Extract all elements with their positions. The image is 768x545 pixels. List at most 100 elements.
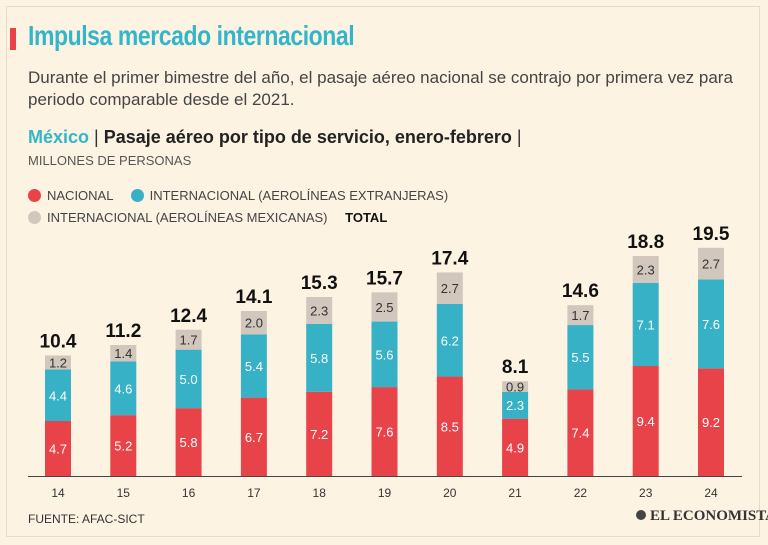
bar-segment (567, 389, 594, 476)
bar-segment (698, 247, 724, 280)
segment-value-label: 5.2 (114, 439, 132, 454)
x-tick-label: 21 (508, 486, 522, 500)
bar-segment (306, 323, 333, 392)
bar-segment (502, 418, 529, 476)
segment-value-label: 9.2 (702, 415, 720, 430)
legend-label-nacional: NACIONAL (47, 188, 113, 203)
bar-segment (45, 369, 71, 422)
segment-value-label: 5.4 (245, 359, 263, 374)
bar-segment (567, 325, 594, 390)
segment-value-label: 1.2 (49, 356, 67, 371)
total-value-label: 15.3 (301, 273, 338, 294)
segment-value-label: 0.9 (506, 379, 524, 394)
bar-segment (306, 296, 333, 324)
segment-value-label: 4.9 (506, 440, 524, 455)
total-value-label: 18.8 (627, 232, 664, 253)
bar-segment (175, 329, 202, 350)
segment-value-label: 7.4 (571, 426, 589, 441)
legend-item-nacional: NACIONAL (28, 188, 117, 203)
bar-segment (502, 381, 529, 392)
segment-value-label: 2.3 (506, 398, 524, 413)
x-tick-label: 16 (182, 486, 196, 500)
bar-segment (240, 397, 267, 476)
segment-value-label: 1.7 (180, 333, 198, 348)
x-tick-label: 15 (117, 486, 131, 500)
brand-icon (636, 510, 646, 520)
page-title: Impulsa mercado internacional (28, 20, 355, 51)
total-value-label: 8.1 (502, 357, 529, 378)
segment-value-label: 1.4 (114, 346, 132, 361)
bar-segment (240, 311, 267, 335)
segment-value-label: 2.7 (702, 257, 720, 272)
total-value-label: 14.1 (235, 287, 272, 308)
segment-value-label: 9.4 (637, 414, 655, 429)
segment-value-label: 2.3 (310, 303, 328, 318)
total-value-label: 11.2 (105, 321, 141, 342)
x-tick-label: 24 (704, 486, 718, 500)
chart-country: México (28, 127, 90, 147)
bar-segment (110, 361, 137, 416)
x-tick-label: 20 (443, 486, 457, 500)
total-value-label: 19.5 (693, 224, 730, 245)
x-tick-label: 19 (378, 486, 392, 500)
heading-trailing-separator: | (516, 127, 522, 147)
segment-value-label: 5.8 (310, 351, 328, 366)
bar-segment (632, 366, 659, 476)
total-value-label: 14.6 (562, 281, 599, 302)
source-note: FUENTE: AFAC-SICT (28, 512, 145, 526)
chart-title: Pasaje aéreo por tipo de servicio, enero… (103, 127, 512, 147)
segment-value-label: 4.7 (49, 442, 67, 457)
brand-logo: EL ECONOMISTA (636, 508, 768, 525)
bar-segment (371, 387, 398, 476)
segment-value-label: 7.6 (702, 317, 720, 332)
segment-value-label: 4.6 (114, 381, 132, 396)
segment-value-label: 6.7 (245, 430, 263, 445)
segment-value-label: 5.0 (180, 372, 198, 387)
title-accent-bar (10, 28, 16, 50)
x-tick-label: 22 (574, 486, 588, 500)
bar-segment (436, 376, 463, 476)
chart-heading: México | Pasaje aéreo por tipo de servic… (28, 127, 522, 148)
bar-segment (371, 321, 398, 388)
bar-segment (632, 256, 659, 283)
legend-swatch-nacional (28, 189, 41, 202)
bar-segment (175, 408, 202, 476)
segment-value-label: 8.5 (441, 419, 459, 434)
infographic-frame (6, 6, 760, 537)
segment-value-label: 7.6 (375, 425, 393, 440)
bar-segment (436, 272, 463, 305)
segment-value-label: 5.8 (180, 435, 198, 450)
x-tick-label: 18 (313, 486, 327, 500)
total-value-label: 10.4 (40, 331, 77, 352)
bar-segment (371, 292, 398, 322)
legend-item-intl-extranjeras: INTERNACIONAL (AEROLÍNEAS EXTRANJERAS) (130, 188, 449, 203)
segment-value-label: 1.7 (571, 308, 589, 323)
segment-value-label: 6.2 (441, 333, 459, 348)
segment-value-label: 2.5 (375, 300, 393, 315)
segment-value-label: 5.5 (571, 350, 589, 365)
bar-segment (45, 355, 71, 370)
bar-segment (110, 344, 137, 362)
bar-segment (436, 304, 463, 377)
legend-item-intl-mexicanas: INTERNACIONAL (AEROLÍNEAS MEXICANAS) (28, 210, 331, 225)
legend-label-total: TOTAL (345, 210, 388, 225)
bar-segment (698, 368, 724, 476)
legend-swatch-intl-mexicanas (28, 211, 41, 224)
segment-value-label: 2.0 (245, 316, 263, 331)
bar-segment (175, 349, 202, 409)
legend-swatch-intl-extranjeras (130, 189, 144, 202)
total-value-label: 12.4 (170, 306, 207, 327)
bar-segment (698, 279, 724, 369)
brand-name: EL ECONOMISTA (650, 508, 768, 524)
bar-segment (110, 415, 137, 476)
segment-value-label: 5.6 (375, 347, 393, 362)
bar-segment (502, 391, 529, 419)
segment-value-label: 7.1 (637, 317, 655, 332)
legend-label-intl-extranjeras: INTERNACIONAL (AEROLÍNEAS EXTRANJERAS) (149, 188, 449, 203)
segment-value-label: 2.3 (637, 262, 655, 277)
bar-segment (240, 334, 267, 398)
bar-segment (632, 282, 659, 367)
total-value-label: 17.4 (431, 248, 468, 269)
x-tick-label: 14 (51, 486, 65, 500)
